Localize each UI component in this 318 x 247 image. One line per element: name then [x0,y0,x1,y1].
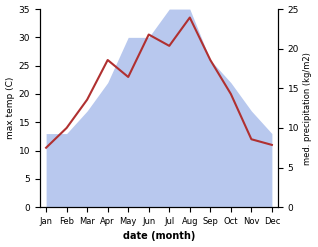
X-axis label: date (month): date (month) [123,231,195,242]
Y-axis label: max temp (C): max temp (C) [5,77,15,139]
Y-axis label: med. precipitation (kg/m2): med. precipitation (kg/m2) [303,52,313,165]
